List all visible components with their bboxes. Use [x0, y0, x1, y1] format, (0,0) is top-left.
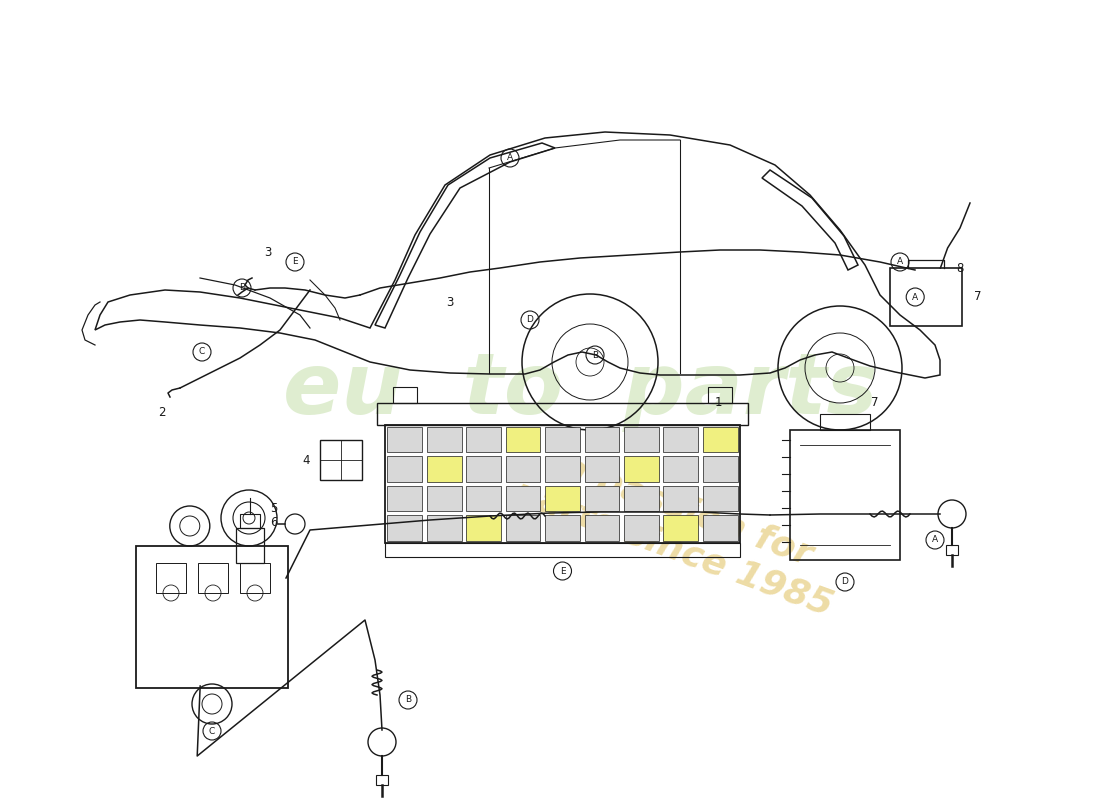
Bar — [546, 486, 580, 511]
Bar — [506, 426, 540, 452]
Bar — [790, 430, 900, 560]
Bar — [466, 456, 500, 482]
Text: 4: 4 — [302, 454, 310, 466]
Text: D: D — [527, 315, 534, 325]
Bar — [385, 425, 740, 543]
Bar — [466, 426, 500, 452]
Bar — [546, 426, 580, 452]
Bar — [584, 486, 619, 511]
Bar — [427, 426, 462, 452]
Bar — [466, 486, 500, 511]
Bar — [198, 563, 228, 593]
Bar — [890, 268, 962, 326]
Bar — [703, 426, 738, 452]
Text: 8: 8 — [956, 262, 964, 274]
Bar — [663, 426, 698, 452]
Text: B: B — [239, 283, 245, 293]
Bar — [624, 486, 659, 511]
Bar — [946, 545, 958, 555]
Bar — [506, 486, 540, 511]
Bar — [466, 515, 500, 541]
Bar — [703, 456, 738, 482]
Text: 7: 7 — [975, 290, 981, 303]
Bar — [156, 563, 186, 593]
Bar — [624, 515, 659, 541]
Bar — [393, 387, 417, 403]
Bar — [240, 563, 270, 593]
Bar — [624, 456, 659, 482]
Text: B: B — [405, 695, 411, 705]
Bar — [427, 515, 462, 541]
Text: 3: 3 — [264, 246, 272, 258]
Text: 5: 5 — [271, 502, 277, 514]
Bar — [427, 456, 462, 482]
Text: E: E — [293, 258, 298, 266]
Bar — [387, 515, 422, 541]
Text: D: D — [842, 578, 848, 586]
Bar — [506, 456, 540, 482]
Bar — [377, 403, 748, 425]
Text: 2: 2 — [158, 406, 166, 418]
Bar — [584, 456, 619, 482]
Bar — [387, 456, 422, 482]
Bar — [703, 515, 738, 541]
Text: A: A — [932, 535, 938, 545]
Bar — [624, 426, 659, 452]
Text: A: A — [507, 154, 513, 162]
Text: B: B — [592, 350, 598, 359]
Bar — [236, 528, 264, 563]
Bar — [387, 486, 422, 511]
Bar — [385, 543, 740, 557]
Bar — [376, 775, 388, 785]
Bar — [506, 515, 540, 541]
Bar — [663, 456, 698, 482]
Bar — [663, 486, 698, 511]
Bar — [546, 456, 580, 482]
Bar — [663, 515, 698, 541]
Text: 6: 6 — [271, 517, 277, 530]
Text: A: A — [912, 293, 918, 302]
Bar — [584, 515, 619, 541]
Bar — [584, 426, 619, 452]
Bar — [708, 387, 732, 403]
Bar — [387, 426, 422, 452]
Text: 7: 7 — [871, 395, 879, 409]
Bar — [546, 515, 580, 541]
Text: C: C — [199, 347, 205, 357]
Bar — [320, 440, 362, 480]
Bar — [427, 486, 462, 511]
Bar — [240, 514, 260, 528]
Text: 3: 3 — [447, 295, 453, 309]
Bar — [703, 486, 738, 511]
Text: a passion for
parts since 1985: a passion for parts since 1985 — [508, 438, 851, 622]
Text: 1: 1 — [714, 395, 722, 409]
Text: eu  to  parts: eu to parts — [283, 349, 878, 431]
Text: C: C — [209, 726, 216, 735]
Text: E: E — [560, 566, 565, 575]
Bar — [820, 414, 870, 430]
Text: A: A — [896, 258, 903, 266]
